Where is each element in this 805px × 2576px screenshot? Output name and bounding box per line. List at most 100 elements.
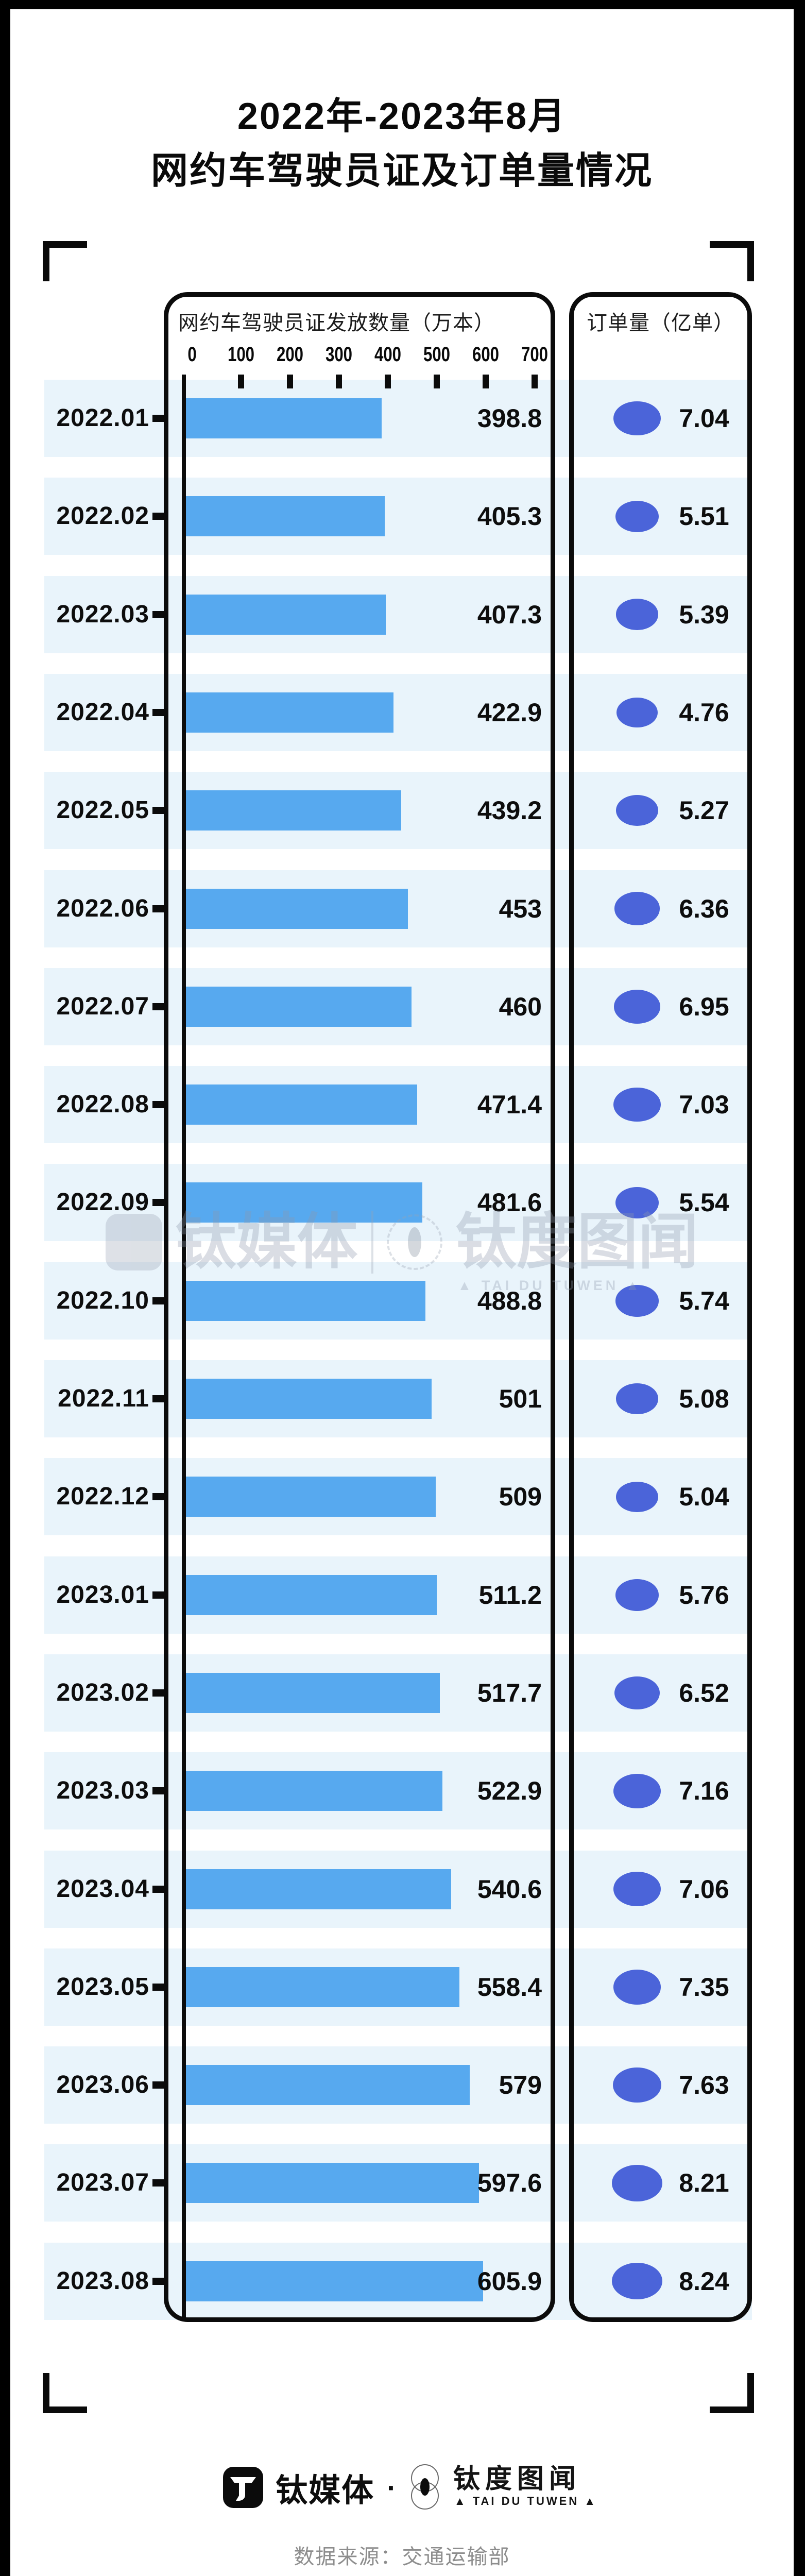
orders-bubble <box>616 1481 658 1512</box>
row-connector-tick <box>152 1983 166 1991</box>
page-title-line1: 2022年-2023年8月 <box>237 96 567 137</box>
x-axis-tick-label: 500 <box>423 343 451 366</box>
certificates-bar <box>184 1967 460 2007</box>
certificates-bar <box>184 888 408 929</box>
orders-value-label: 4.76 <box>679 698 729 727</box>
orders-value-label: 7.35 <box>679 1972 729 2002</box>
row-connector-tick <box>152 415 166 422</box>
orders-header-label: 订单量（亿单） <box>587 312 734 334</box>
orders-bubble <box>613 1872 661 1906</box>
row-connector-tick <box>152 1591 166 1599</box>
certificates-bar <box>184 2163 479 2204</box>
orders-value-label: 5.04 <box>679 1482 729 1512</box>
certificates-value-label: 540.6 <box>477 1874 542 1904</box>
watermark-taidu-logo-icon <box>386 1214 442 1270</box>
orders-bubble <box>613 989 661 1024</box>
row-connector-tick <box>152 708 166 716</box>
data-source-label: 数据来源：交通运输部 <box>294 2546 510 2568</box>
certificates-value-label: 471.4 <box>477 1090 542 1120</box>
certificates-legend-label: 网约车驾驶员证发放数量（万本） <box>178 312 495 334</box>
row-month-label: 2023.04 <box>56 1875 149 1903</box>
certificates-value-label: 407.3 <box>477 600 542 629</box>
x-axis-tick-label: 600 <box>472 343 500 366</box>
page-title-line2: 网约车驾驶员证及订单量情况 <box>150 150 653 192</box>
orders-value-label: 7.63 <box>679 2071 729 2100</box>
row-connector-tick <box>152 2081 166 2089</box>
certificates-value-label: 488.8 <box>477 1286 542 1315</box>
orders-bubble <box>613 1773 661 1808</box>
certificates-value-label: 453 <box>499 894 542 923</box>
watermark: 钛媒体 钛度图闻 ▲ TAI DU TUWEN ▲ <box>105 1208 699 1293</box>
orders-bubble <box>615 1579 659 1611</box>
footer-brand1: 钛媒体 <box>276 2473 375 2509</box>
row-connector-tick <box>152 1199 166 1207</box>
watermark-brand1: 钛媒体 <box>175 1208 358 1276</box>
certificates-bar <box>184 986 412 1027</box>
row-month-label: 2022.03 <box>56 600 149 628</box>
row-month-label: 2023.05 <box>56 1973 149 2001</box>
orders-value-label: 5.74 <box>679 1286 729 1315</box>
certificates-bar <box>184 1182 422 1223</box>
certificates-value-label: 509 <box>499 1482 542 1512</box>
row-month-label: 2022.05 <box>56 796 149 824</box>
row-connector-tick <box>152 1493 166 1501</box>
x-axis-tick-mark <box>434 375 440 388</box>
row-connector-tick <box>152 1689 166 1697</box>
row-connector-tick <box>152 2277 166 2285</box>
row-month-label: 2023.08 <box>56 2267 149 2295</box>
row-month-label: 2022.01 <box>56 404 149 432</box>
certificates-bar <box>184 2065 470 2106</box>
taidu-tuwen-logo-icon <box>410 2464 439 2510</box>
orders-value-label: 8.21 <box>679 2168 729 2198</box>
row-month-label: 2022.12 <box>56 1483 149 1511</box>
orders-value-label: 7.16 <box>679 1776 729 1806</box>
trim-mark-top-right-icon <box>710 241 754 281</box>
orders-value-label: 8.24 <box>679 2266 729 2296</box>
orders-bubble <box>616 1383 658 1414</box>
certificates-bar <box>184 496 385 537</box>
certificates-value-label: 405.3 <box>477 502 542 531</box>
certificates-value-label: 511.2 <box>478 1580 542 1609</box>
orders-bubble <box>612 2067 662 2103</box>
orders-bubble <box>612 2263 662 2300</box>
trim-mark-bottom-left-icon <box>43 2373 87 2413</box>
row-month-label: 2023.03 <box>56 1777 149 1805</box>
certificates-value-label: 597.6 <box>477 2168 542 2198</box>
certificates-value-label: 501 <box>499 1384 542 1413</box>
orders-value-label: 5.08 <box>679 1384 729 1413</box>
x-axis-tick-label: 0 <box>187 343 197 366</box>
row-connector-tick <box>152 513 166 520</box>
orders-value-label: 5.51 <box>679 502 729 531</box>
x-axis-tick-label: 200 <box>276 343 304 366</box>
row-connector-tick <box>152 1101 166 1109</box>
orders-bubble <box>613 401 661 436</box>
footer-brand2: 钛度图闻 <box>453 2464 581 2494</box>
orders-value-label: 5.76 <box>679 1580 729 1609</box>
row-month-label: 2022.11 <box>58 1385 149 1412</box>
orders-bubble <box>612 2164 662 2201</box>
infographic-paper: 2022年-2023年8月 网约车驾驶员证及订单量情况 2022.01 398.8… <box>10 9 794 2576</box>
footer-separator-dot: · <box>387 2471 397 2504</box>
row-month-label: 2022.07 <box>56 992 149 1020</box>
orders-value-label: 7.03 <box>679 1090 729 1120</box>
row-month-label: 2023.01 <box>56 1581 149 1608</box>
orders-value-label: 5.27 <box>679 796 729 825</box>
row-month-label: 2022.04 <box>56 698 149 726</box>
certificates-bar <box>184 1084 417 1125</box>
watermark-tmtpost-logo-icon <box>105 1214 162 1270</box>
row-month-label: 2022.10 <box>56 1286 149 1314</box>
x-axis-tick-label: 300 <box>325 343 353 366</box>
certificates-bar <box>184 1379 432 1419</box>
orders-bubble <box>615 599 659 630</box>
orders-value-label: 5.39 <box>679 600 729 629</box>
certificates-value-label: 517.7 <box>477 1678 542 1707</box>
certificates-bar <box>184 1869 451 1909</box>
row-connector-tick <box>152 1297 166 1304</box>
watermark-brand2: 钛度图闻 <box>455 1208 699 1276</box>
certificates-value-label: 439.2 <box>477 796 542 825</box>
orders-bubble <box>615 1284 659 1317</box>
row-month-label: 2022.09 <box>56 1189 149 1216</box>
row-connector-tick <box>152 611 166 618</box>
orders-value-label: 6.52 <box>679 1678 729 1707</box>
row-month-label: 2023.02 <box>56 1679 149 1706</box>
